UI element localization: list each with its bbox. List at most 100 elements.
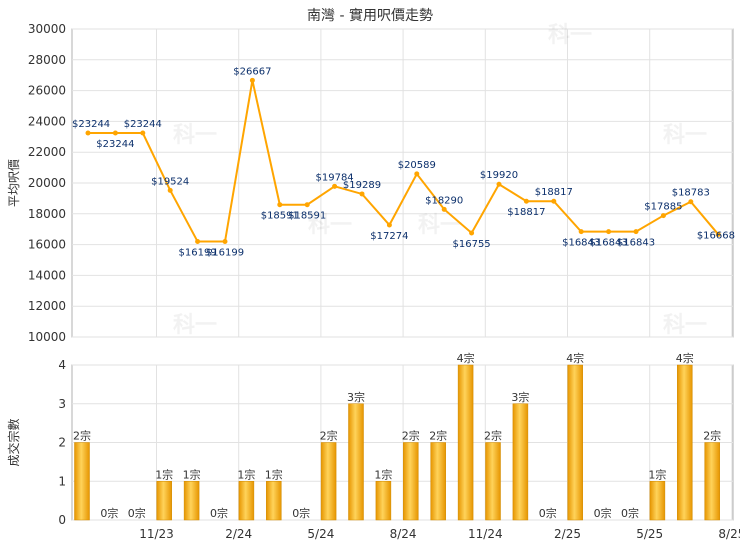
price-data-label: $23244: [72, 119, 110, 130]
price-data-label: $16755: [453, 239, 491, 250]
price-data-label: $16843: [562, 238, 600, 249]
count-bar[interactable]: [677, 364, 693, 521]
count-data-label: 0宗: [210, 506, 228, 520]
price-point[interactable]: [496, 181, 502, 187]
price-point[interactable]: [441, 206, 447, 212]
count-bar[interactable]: [403, 442, 419, 521]
price-data-label: $18817: [535, 187, 573, 198]
count-bar[interactable]: [348, 403, 364, 521]
x-tick-label: 5/24: [307, 527, 334, 541]
price-line: [88, 80, 719, 243]
price-point[interactable]: [359, 191, 365, 197]
price-point[interactable]: [332, 183, 338, 189]
line-y-tick-label: 14000: [28, 268, 66, 282]
count-data-label: 0宗: [621, 506, 639, 520]
price-data-label: $18290: [425, 195, 463, 206]
price-data-label: $19289: [343, 180, 381, 191]
count-bar[interactable]: [238, 481, 255, 521]
count-data-label: 2宗: [703, 429, 721, 443]
line-y-tick-label: 18000: [28, 207, 66, 221]
watermark-text: 科一: [173, 313, 217, 338]
line-y-tick-label: 20000: [28, 176, 66, 190]
price-point[interactable]: [551, 198, 557, 204]
count-data-label: 1宗: [237, 467, 255, 481]
count-data-label: 0宗: [594, 506, 612, 520]
price-point[interactable]: [277, 202, 283, 208]
price-point[interactable]: [606, 229, 612, 235]
line-y-tick-label: 16000: [28, 238, 66, 252]
line-y-tick-label: 28000: [28, 53, 66, 67]
price-data-label: $19784: [316, 172, 354, 183]
count-bar[interactable]: [512, 403, 529, 521]
price-data-label: $16843: [590, 238, 628, 249]
count-data-label: 2宗: [73, 429, 91, 443]
x-tick-label: 2/24: [225, 527, 252, 541]
count-bar[interactable]: [567, 364, 583, 521]
line-y-tick-label: 24000: [28, 114, 66, 128]
count-bar[interactable]: [266, 481, 282, 521]
price-point[interactable]: [660, 213, 666, 219]
bar-y-tick-label: 4: [58, 358, 66, 372]
price-data-label: $18817: [507, 207, 545, 218]
count-bar[interactable]: [183, 481, 200, 521]
price-point[interactable]: [414, 171, 420, 177]
count-data-label: 4宗: [457, 351, 475, 365]
bar-y-tick-label: 2: [58, 436, 66, 450]
price-point[interactable]: [112, 130, 118, 136]
count-data-label: 4宗: [676, 351, 694, 365]
price-point[interactable]: [386, 222, 392, 228]
price-point[interactable]: [304, 202, 310, 208]
count-bar[interactable]: [430, 442, 446, 521]
price-point[interactable]: [140, 130, 146, 136]
count-bar[interactable]: [649, 481, 666, 521]
bar-y-tick-label: 0: [58, 513, 66, 527]
price-point[interactable]: [469, 230, 475, 236]
line-y-tick-label: 10000: [28, 330, 66, 344]
count-bar[interactable]: [704, 442, 720, 521]
x-tick-label: 8/25: [718, 527, 740, 541]
watermark-text: 科一: [418, 213, 462, 238]
count-bar[interactable]: [457, 364, 474, 521]
x-tick-label: 11/23: [139, 527, 174, 541]
count-data-label: 0宗: [100, 506, 118, 520]
count-bar[interactable]: [156, 481, 172, 521]
price-data-label: $18591: [288, 211, 326, 222]
count-bar[interactable]: [375, 481, 392, 521]
x-tick-label: 8/24: [390, 527, 417, 541]
price-point[interactable]: [85, 130, 91, 136]
bar-y-tick-label: 1: [58, 474, 66, 488]
count-bar[interactable]: [485, 442, 501, 521]
watermark-text: 科一: [548, 23, 592, 48]
bar-y-axis-label: 成交宗數: [6, 418, 21, 466]
count-data-label: 4宗: [566, 351, 584, 365]
price-point[interactable]: [688, 199, 694, 205]
price-data-label: $19920: [480, 170, 518, 181]
price-point[interactable]: [222, 239, 228, 245]
price-data-label: $17885: [644, 202, 682, 213]
count-data-label: 2宗: [320, 429, 338, 443]
count-data-label: 0宗: [128, 506, 146, 520]
watermark-text: 科一: [663, 313, 707, 338]
price-point[interactable]: [715, 231, 721, 237]
line-y-tick-label: 30000: [28, 22, 66, 36]
price-point[interactable]: [523, 198, 529, 204]
bar-y-tick-label: 3: [58, 397, 66, 411]
price-data-label: $16199: [179, 248, 217, 259]
price-point[interactable]: [195, 239, 201, 245]
price-data-label: $16668: [697, 230, 735, 241]
price-point[interactable]: [633, 229, 639, 235]
price-point[interactable]: [167, 187, 173, 193]
price-data-label: $20589: [398, 160, 436, 171]
count-data-label: 1宗: [648, 467, 666, 481]
count-data-label: 3宗: [347, 390, 365, 404]
watermark-text: 科一: [663, 123, 707, 148]
count-bar[interactable]: [74, 442, 90, 521]
count-data-label: 3宗: [511, 390, 529, 404]
price-point[interactable]: [249, 77, 255, 83]
line-y-tick-label: 22000: [28, 145, 66, 159]
price-data-label: $19524: [151, 176, 189, 187]
count-bar[interactable]: [320, 442, 337, 521]
price-point[interactable]: [578, 229, 584, 235]
count-data-label: 1宗: [265, 467, 283, 481]
